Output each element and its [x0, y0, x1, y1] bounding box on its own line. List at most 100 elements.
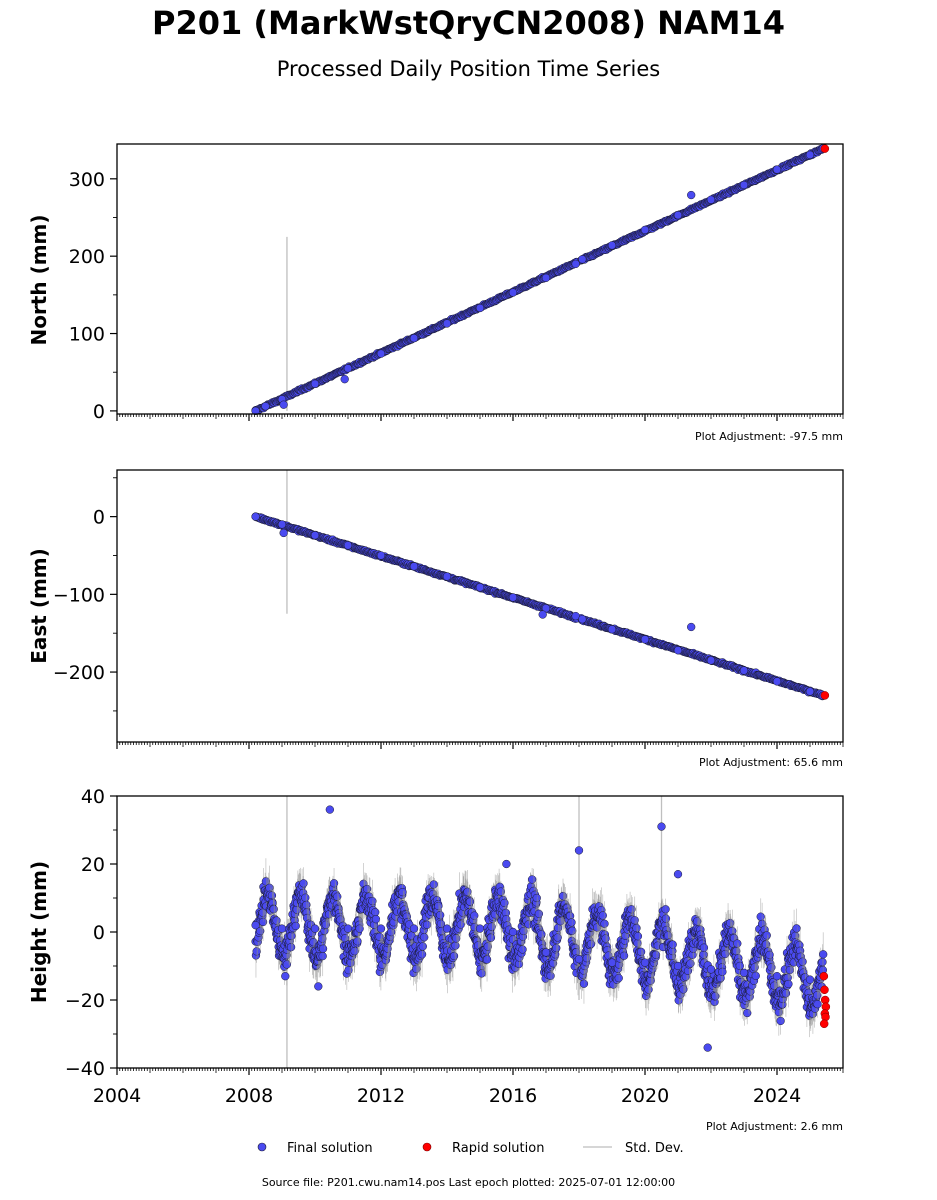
chart-subtitle: Processed Daily Position Time Series	[276, 57, 661, 81]
data-point	[451, 941, 460, 950]
rapid-point	[820, 144, 830, 153]
data-point	[532, 893, 541, 903]
final-solution-key-points	[251, 150, 815, 416]
data-point	[272, 916, 281, 925]
final-solution-points	[251, 858, 828, 1038]
data-point	[486, 933, 496, 942]
data-point	[633, 932, 643, 941]
data-point	[376, 349, 386, 358]
data-point	[630, 916, 639, 925]
data-point	[640, 225, 650, 235]
data-point	[344, 966, 353, 975]
data-point	[651, 950, 661, 959]
data-point	[668, 940, 677, 949]
data-point	[252, 947, 261, 956]
data-point	[286, 943, 296, 952]
data-point	[477, 969, 486, 978]
rapid-point	[820, 691, 830, 700]
data-point	[409, 334, 419, 343]
data-point	[619, 951, 629, 960]
data-point	[805, 687, 815, 696]
north-panel: 0 100 200 300 North (mm) Plot Adjustment: -97…	[27, 143, 844, 443]
data-point	[541, 273, 551, 282]
data-point	[706, 656, 716, 665]
data-point	[465, 897, 475, 906]
data-point	[721, 949, 730, 959]
data-point	[398, 887, 407, 897]
data-point	[586, 939, 596, 949]
data-point	[436, 910, 445, 920]
y-tick-label: 300	[69, 169, 105, 191]
y-axis-label: East (mm)	[27, 548, 51, 664]
data-point	[614, 973, 623, 983]
data-point	[706, 195, 716, 204]
data-point	[376, 551, 386, 560]
y-tick-label: 0	[93, 507, 105, 529]
data-point	[632, 923, 641, 933]
data-point	[607, 625, 617, 634]
outlier-point	[340, 375, 349, 384]
data-point	[578, 615, 587, 624]
outlier-point	[279, 528, 288, 538]
data-point	[735, 961, 744, 971]
data-point	[299, 879, 308, 888]
outlier-point	[687, 190, 696, 200]
data-point	[251, 406, 260, 416]
y-tick-label: −200	[53, 662, 105, 684]
data-point	[343, 541, 353, 550]
axes-frame	[116, 469, 844, 743]
data-point	[449, 951, 459, 961]
data-point	[598, 911, 607, 920]
data-point	[417, 950, 427, 959]
data-point	[291, 921, 300, 931]
data-point	[772, 165, 782, 174]
y-tick-label: 200	[69, 246, 105, 268]
data-point	[508, 288, 518, 297]
data-point	[673, 646, 683, 655]
data-point	[329, 879, 339, 888]
chart-title: P201 (MarkWstQryCN2008) NAM14	[151, 4, 785, 42]
data-point	[765, 950, 774, 960]
data-point	[699, 943, 709, 952]
data-point	[475, 303, 485, 313]
data-point	[442, 319, 452, 328]
outlier-point	[538, 610, 547, 619]
data-point	[805, 150, 815, 159]
outlier-point	[279, 400, 288, 409]
data-point	[371, 908, 380, 917]
data-point	[601, 934, 610, 943]
y-tick-label: 0	[93, 401, 105, 423]
data-point	[661, 905, 670, 914]
data-point	[756, 912, 765, 921]
data-point	[607, 241, 617, 250]
data-point	[277, 520, 287, 529]
data-point	[567, 918, 576, 927]
data-point	[310, 379, 320, 388]
data-point	[739, 180, 749, 190]
data-point	[751, 971, 760, 980]
y-tick-label: 100	[69, 324, 105, 346]
data-point	[600, 919, 609, 928]
axes-frame	[116, 143, 844, 415]
plot-adjustment-label: Plot Adjustment: -97.5 mm	[695, 430, 843, 443]
data-point	[718, 967, 727, 977]
y-axis-label: North (mm)	[27, 214, 51, 345]
data-point	[739, 666, 749, 675]
data-point	[772, 677, 782, 686]
data-point	[333, 892, 342, 901]
data-point	[640, 635, 650, 644]
data-point	[251, 512, 260, 521]
data-point	[442, 572, 452, 581]
plot-adjustment-label: Plot Adjustment: 65.6 mm	[699, 756, 843, 769]
data-point	[500, 898, 509, 908]
outlier-point	[687, 622, 696, 632]
data-point	[568, 926, 577, 935]
rapid-solution-points	[820, 691, 830, 700]
data-point	[673, 211, 683, 220]
data-point	[429, 880, 438, 889]
data-point	[371, 915, 381, 924]
data-point	[518, 945, 527, 954]
data-point	[418, 942, 427, 951]
